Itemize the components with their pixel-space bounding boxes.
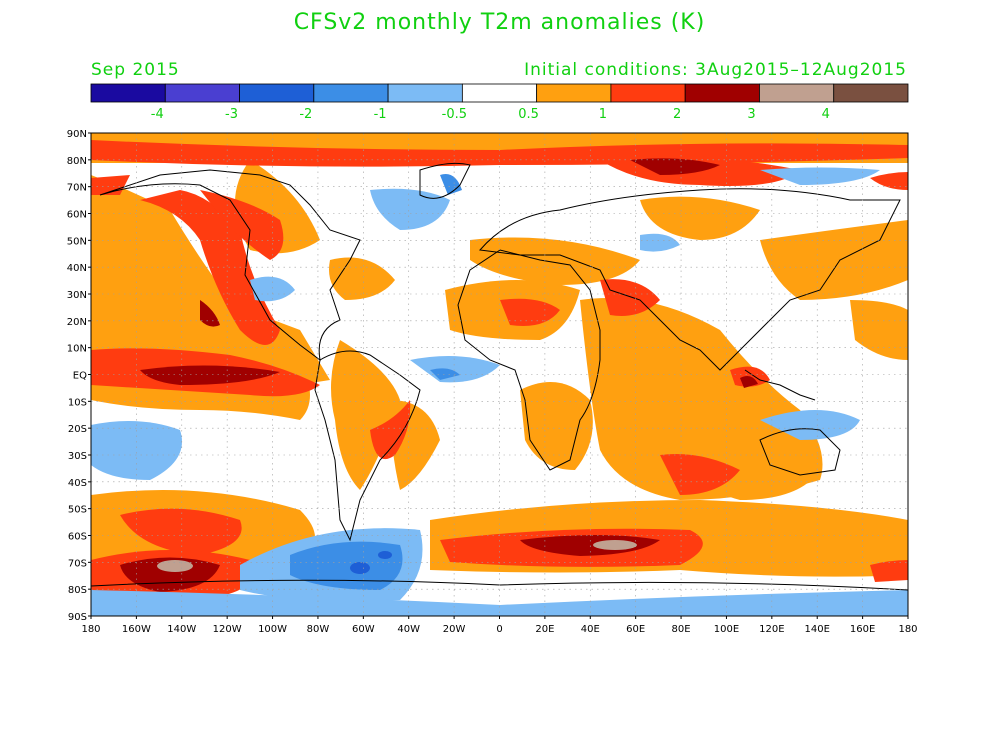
colorbar-swatch: [164, 83, 240, 103]
colorbar-tick-label: 2: [673, 107, 681, 122]
colorbar-tick-label: 0.5: [518, 107, 539, 122]
latitude-tick-label: 10N: [67, 344, 87, 355]
latitude-tick-label: 70S: [68, 558, 87, 569]
latitude-tick-label: 50S: [68, 505, 87, 516]
initial-conditions-label: Initial conditions: 3Aug2015–12Aug2015: [524, 60, 907, 80]
colorbar-swatch: [759, 83, 835, 103]
latitude-tick-label: 30N: [67, 290, 87, 301]
latitude-tick-label: 30S: [68, 451, 87, 462]
longitude-tick-label: 160E: [850, 624, 875, 635]
colorbar-tick-label: 4: [822, 107, 830, 122]
longitude-tick-label: 140E: [805, 624, 830, 635]
latitude-tick-label: 80S: [68, 585, 87, 596]
latitude-tick-label: 10S: [68, 397, 87, 408]
longitude-tick-label: 180: [898, 624, 917, 635]
longitude-tick-label: 140W: [167, 624, 196, 635]
colorbar-tick-label: -2: [299, 107, 312, 122]
latitude-tick-label: EQ: [73, 371, 87, 382]
colorbar-tick-label: -3: [225, 107, 238, 122]
latitude-tick-label: 40S: [68, 478, 87, 489]
longitude-tick-label: 120E: [759, 624, 784, 635]
longitude-tick-label: 100E: [714, 624, 739, 635]
latitude-tick-label: 80N: [67, 156, 87, 167]
longitude-tick-label: 80W: [307, 624, 330, 635]
longitude-tick-label: 80E: [672, 624, 691, 635]
latitude-tick-label: 20N: [67, 317, 87, 328]
longitude-tick-label: 60W: [352, 624, 375, 635]
colorbar-swatch: [684, 83, 760, 103]
longitude-axis: 180 160W 140W 120W 100W 80W 60W 40W 20W 0 20E 40E 60…: [81, 616, 918, 635]
longitude-tick-label: 20W: [443, 624, 466, 635]
colorbar-tick-label: 1: [599, 107, 607, 122]
longitude-tick-label: 60E: [626, 624, 645, 635]
longitude-tick-label: 40W: [397, 624, 420, 635]
longitude-tick-label: 180: [81, 624, 100, 635]
anomaly-fill-tan: [157, 540, 637, 572]
longitude-tick-label: 40E: [581, 624, 600, 635]
longitude-tick-label: 20E: [535, 624, 554, 635]
colorbar-swatch: [610, 83, 686, 103]
valid-month-label: Sep 2015: [91, 60, 180, 80]
longitude-tick-label: 120W: [213, 624, 242, 635]
colorbar-swatch: [461, 83, 538, 103]
latitude-tick-label: 20S: [68, 424, 87, 435]
coastlines: [91, 162, 908, 591]
longitude-tick-label: 100W: [258, 624, 287, 635]
colorbar-swatch: [239, 83, 315, 103]
longitude-tick-label: 0: [496, 624, 502, 635]
latitude-tick-label: 70N: [67, 183, 87, 194]
colorbar-tick-label: -0.5: [442, 107, 467, 122]
latitude-axis: 90N 80N 70N 60N 50N 40N 30N 20N 10N EQ 10S 20S 30S 40…: [67, 129, 91, 623]
map-panel: 90N 80N 70N 60N 50N 40N 30N 20N 10N EQ 10S 20S 30S 40…: [67, 129, 918, 635]
latitude-tick-label: 50N: [67, 236, 87, 247]
longitude-tick-label: 160W: [122, 624, 151, 635]
anomaly-fill-mediumblue: [350, 551, 392, 574]
anomaly-fields: [91, 133, 908, 616]
gridlines: [91, 133, 908, 616]
colorbar-tick-label: 3: [747, 107, 755, 122]
latitude-tick-label: 60S: [68, 532, 87, 543]
colorbar-swatch: [313, 83, 389, 103]
colorbar-swatch: [833, 83, 909, 103]
latitude-tick-label: 40N: [67, 263, 87, 274]
colorbar: -4 -3 -2 -1 -0.5 0.5 1 2 3 4: [90, 83, 909, 122]
latitude-tick-label: 90S: [68, 612, 87, 623]
anomaly-fill-blue: [290, 174, 462, 590]
colorbar-swatch: [387, 83, 463, 103]
latitude-tick-label: 90N: [67, 129, 87, 140]
latitude-tick-label: 60N: [67, 210, 87, 221]
colorbar-swatch: [536, 83, 612, 103]
colorbar-tick-label: -1: [374, 107, 387, 122]
anomaly-fill-red: [91, 140, 908, 600]
colorbar-swatch: [90, 83, 166, 103]
chart-title: CFSv2 monthly T2m anomalies (K): [293, 10, 706, 35]
colorbar-tick-label: -4: [151, 107, 164, 122]
